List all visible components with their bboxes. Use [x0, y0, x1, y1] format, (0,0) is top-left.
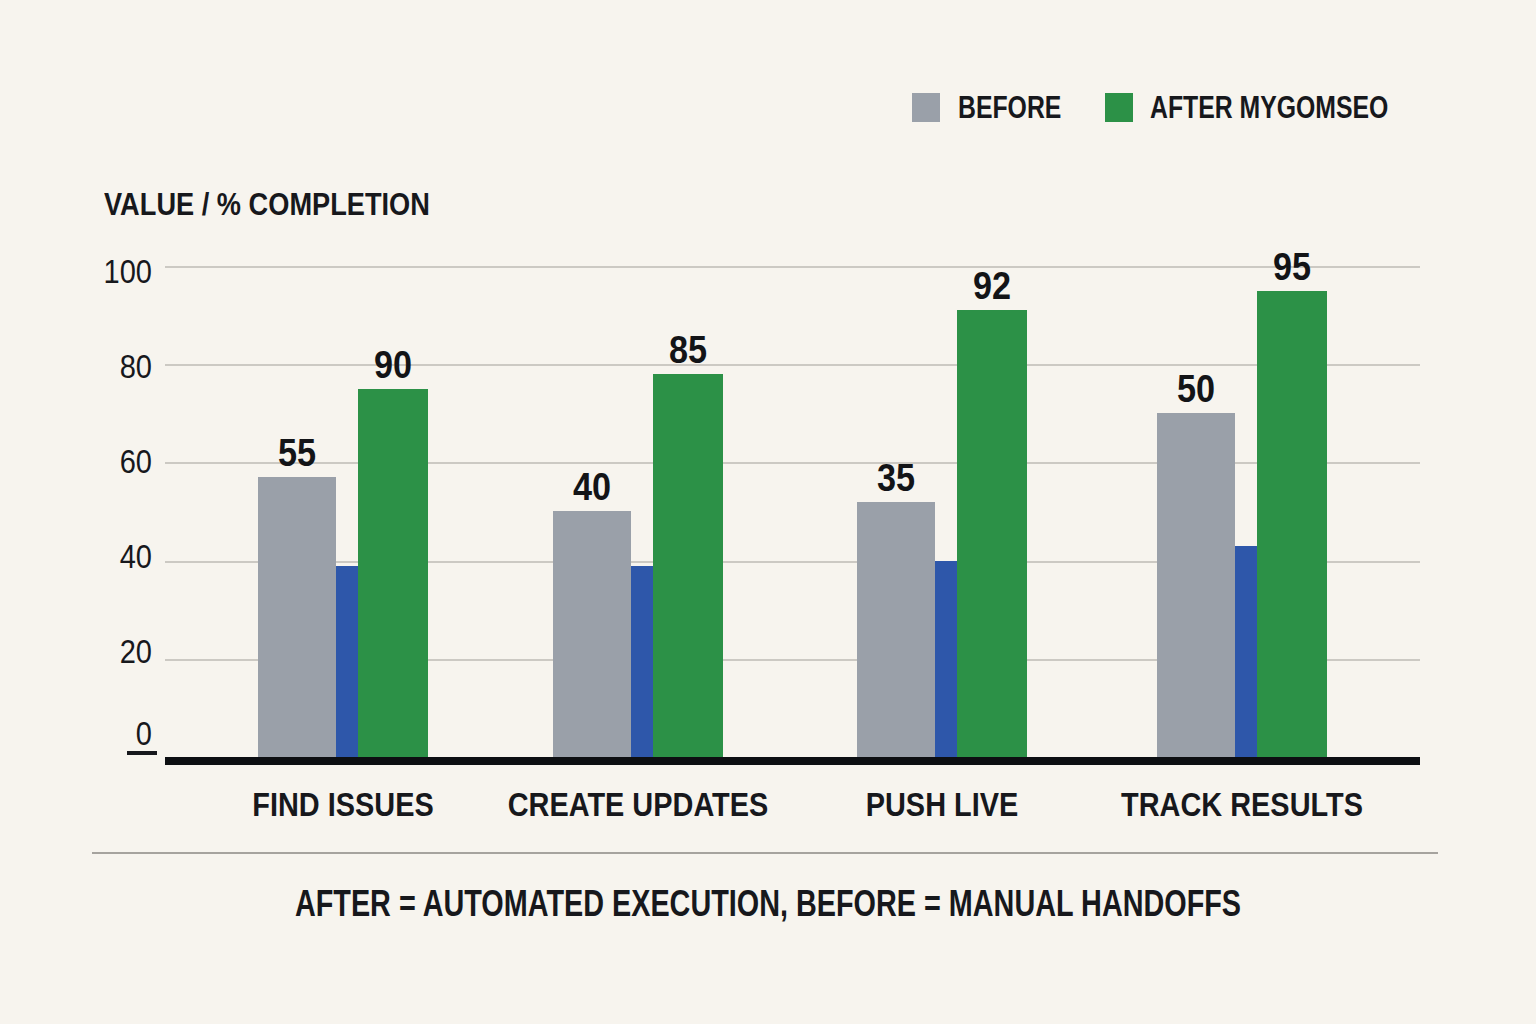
bar-after-mygomseo-create-updates: [653, 374, 723, 757]
bar-accent-create-updates: [631, 566, 653, 757]
bar-accent-push-live: [935, 561, 957, 757]
bar-accent-find-issues: [336, 566, 358, 757]
bar-after-mygomseo-track-results: [1257, 291, 1327, 757]
bar-accent-track-results: [1235, 546, 1257, 757]
y-tick-label-100: 100: [53, 255, 152, 289]
y-tick-label-40: 40: [53, 540, 152, 574]
category-label-push-live: PUSH LIVE: [866, 787, 1019, 821]
value-label-before-create-updates: 40: [573, 467, 611, 507]
value-label-before-find-issues: 55: [278, 433, 316, 473]
bar-after-mygomseo-find-issues: [358, 389, 428, 757]
zero-tick-underline: [127, 751, 157, 755]
y-tick-label-0: 0: [53, 717, 152, 751]
bar-before-push-live: [857, 502, 935, 757]
bar-before-find-issues: [258, 477, 336, 757]
gridline-100: [165, 266, 1420, 268]
value-label-after-mygomseo-find-issues: 90: [374, 345, 412, 385]
bar-after-mygomseo-push-live: [957, 310, 1027, 757]
y-tick-label-20: 20: [53, 635, 152, 669]
legend-label-before: BEFORE: [958, 93, 1061, 122]
value-label-before-push-live: 35: [877, 458, 915, 498]
value-label-after-mygomseo-create-updates: 85: [669, 330, 707, 370]
value-label-after-mygomseo-track-results: 95: [1273, 247, 1311, 287]
y-tick-label-80: 80: [53, 350, 152, 384]
category-label-create-updates: CREATE UPDATES: [508, 787, 769, 821]
category-label-find-issues: FIND ISSUES: [252, 787, 433, 821]
category-label-track-results: TRACK RESULTS: [1121, 787, 1363, 821]
x-axis-line: [165, 757, 1420, 765]
footnote: AFTER = AUTOMATED EXECUTION, BEFORE = MA…: [154, 884, 1383, 924]
y-axis-title: VALUE / % COMPLETION: [104, 186, 430, 222]
legend-swatch-before: [912, 93, 940, 122]
gridline-80: [165, 364, 1420, 366]
legend-label-after: AFTER MYGOMSEO: [1150, 93, 1388, 122]
divider-line: [92, 852, 1438, 854]
value-label-after-mygomseo-push-live: 92: [973, 266, 1011, 306]
bar-chart: BEFORE AFTER MYGOMSEO VALUE / % COMPLETI…: [0, 0, 1536, 1024]
bar-before-create-updates: [553, 511, 631, 757]
bar-before-track-results: [1157, 413, 1235, 757]
y-tick-label-60: 60: [53, 445, 152, 479]
legend-swatch-after: [1105, 93, 1133, 122]
value-label-before-track-results: 50: [1177, 369, 1215, 409]
